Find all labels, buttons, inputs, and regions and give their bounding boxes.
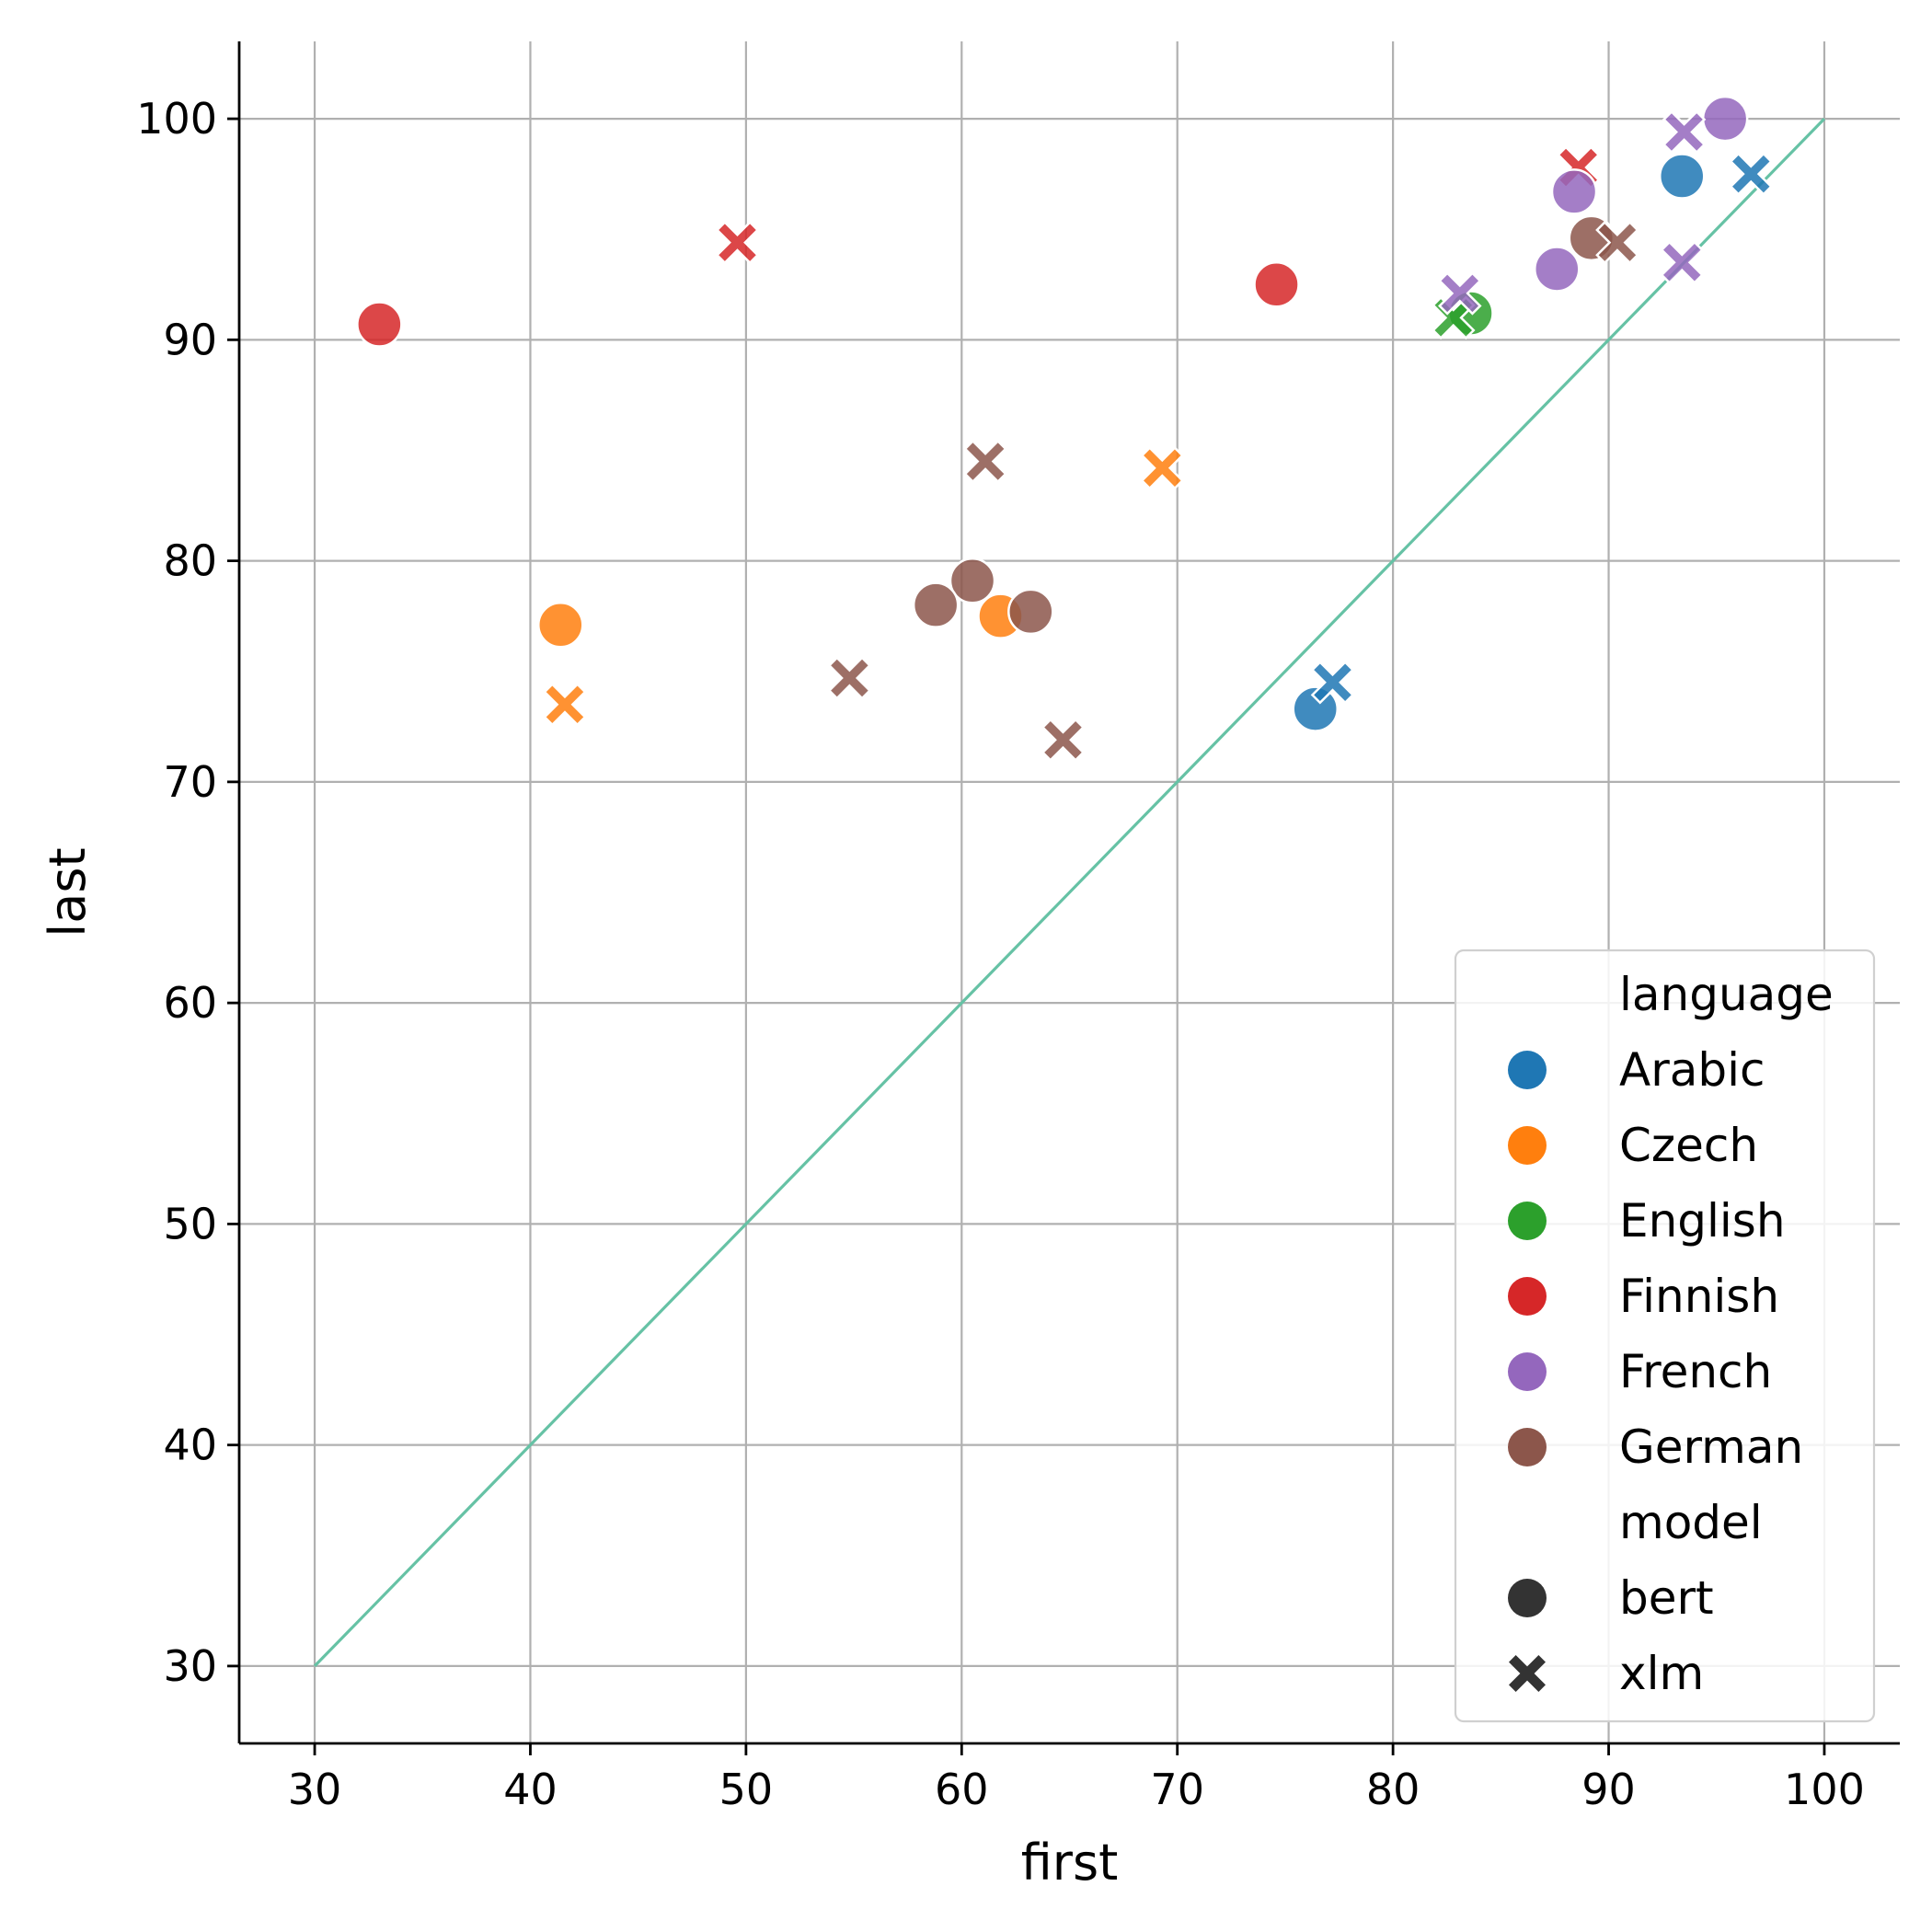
- reference-line: [313, 117, 1826, 1668]
- legend-swatch-english: [1508, 1202, 1547, 1240]
- point-german-bert: [949, 557, 996, 604]
- point-czech-xlm: [543, 683, 587, 727]
- legend-marker-x-icon: [1509, 1655, 1546, 1692]
- point-french-bert: [1701, 95, 1749, 143]
- legend-label: xlm: [1619, 1647, 1704, 1700]
- y-tick-label: 40: [163, 1420, 217, 1470]
- x-tick-label: 70: [1150, 1765, 1204, 1814]
- point-german-xlm: [827, 656, 872, 700]
- point-german-xlm: [963, 439, 1007, 484]
- y-tick-label: 70: [163, 757, 217, 807]
- point-german-bert: [912, 581, 960, 628]
- y-tick-label: 90: [163, 315, 217, 364]
- point-czech-bert: [537, 602, 584, 649]
- point-german-xlm: [1041, 718, 1086, 762]
- x-tick-label: 50: [719, 1765, 774, 1814]
- legend-swatch-french: [1508, 1352, 1547, 1391]
- point-finnish-xlm: [715, 220, 760, 265]
- legend-box: [1454, 949, 1876, 1723]
- y-tick-label: 50: [163, 1199, 217, 1248]
- legend-marker-circle-icon: [1508, 1579, 1547, 1617]
- y-tick-label: 60: [163, 978, 217, 1028]
- y-tick-label: 80: [163, 536, 217, 586]
- x-tick-label: 40: [503, 1765, 558, 1814]
- point-french-bert: [1550, 168, 1598, 215]
- legend: language Arabic Czech English Finnish French G…: [1454, 949, 1876, 1723]
- point-finnish-bert: [356, 301, 403, 348]
- data-points: [356, 95, 1774, 762]
- legend-swatch-czech: [1508, 1126, 1547, 1165]
- y-tick-label: 100: [136, 94, 217, 144]
- point-arabic-xlm: [1729, 152, 1774, 196]
- x-tick-label: 60: [935, 1765, 989, 1814]
- legend-label: Arabic: [1619, 1043, 1765, 1097]
- y-axis-title: last: [39, 847, 97, 937]
- legend-swatch-finnish: [1508, 1277, 1547, 1316]
- x-axis-title: first: [1021, 1834, 1119, 1892]
- point-arabic-bert: [1658, 153, 1706, 200]
- point-finnish-bert: [1253, 261, 1300, 308]
- legend-title: model: [1619, 1496, 1763, 1549]
- point-arabic-xlm: [1310, 660, 1355, 705]
- x-tick-label: 90: [1581, 1765, 1636, 1814]
- legend-label: Finnish: [1619, 1270, 1779, 1323]
- legend-swatch-arabic: [1508, 1051, 1547, 1089]
- legend-label: German: [1619, 1420, 1803, 1474]
- legend-label: English: [1619, 1194, 1786, 1248]
- legend-title: language: [1619, 968, 1834, 1021]
- point-french-xlm: [1660, 240, 1705, 285]
- x-tick-label: 30: [288, 1765, 342, 1814]
- legend-label: French: [1619, 1345, 1772, 1398]
- legend-label: bert: [1619, 1571, 1714, 1625]
- point-french-xlm: [1438, 271, 1482, 316]
- legend-label: Czech: [1619, 1119, 1758, 1172]
- reference-line-layer: [313, 117, 1826, 1668]
- point-german-bert: [1007, 588, 1054, 636]
- point-french-bert: [1534, 246, 1581, 293]
- point-german-xlm: [1595, 220, 1639, 265]
- point-french-xlm: [1662, 109, 1707, 155]
- point-czech-xlm: [1140, 445, 1185, 490]
- y-tick-label: 30: [163, 1641, 217, 1691]
- grid: [239, 41, 1900, 1743]
- x-tick-label: 80: [1366, 1765, 1420, 1814]
- axes: 30 40 50 60 70 80 90 100 30 40 50 60 70 80 90 100: [136, 41, 1900, 1814]
- legend-swatch-german: [1508, 1428, 1547, 1466]
- x-tick-label: 100: [1784, 1765, 1865, 1814]
